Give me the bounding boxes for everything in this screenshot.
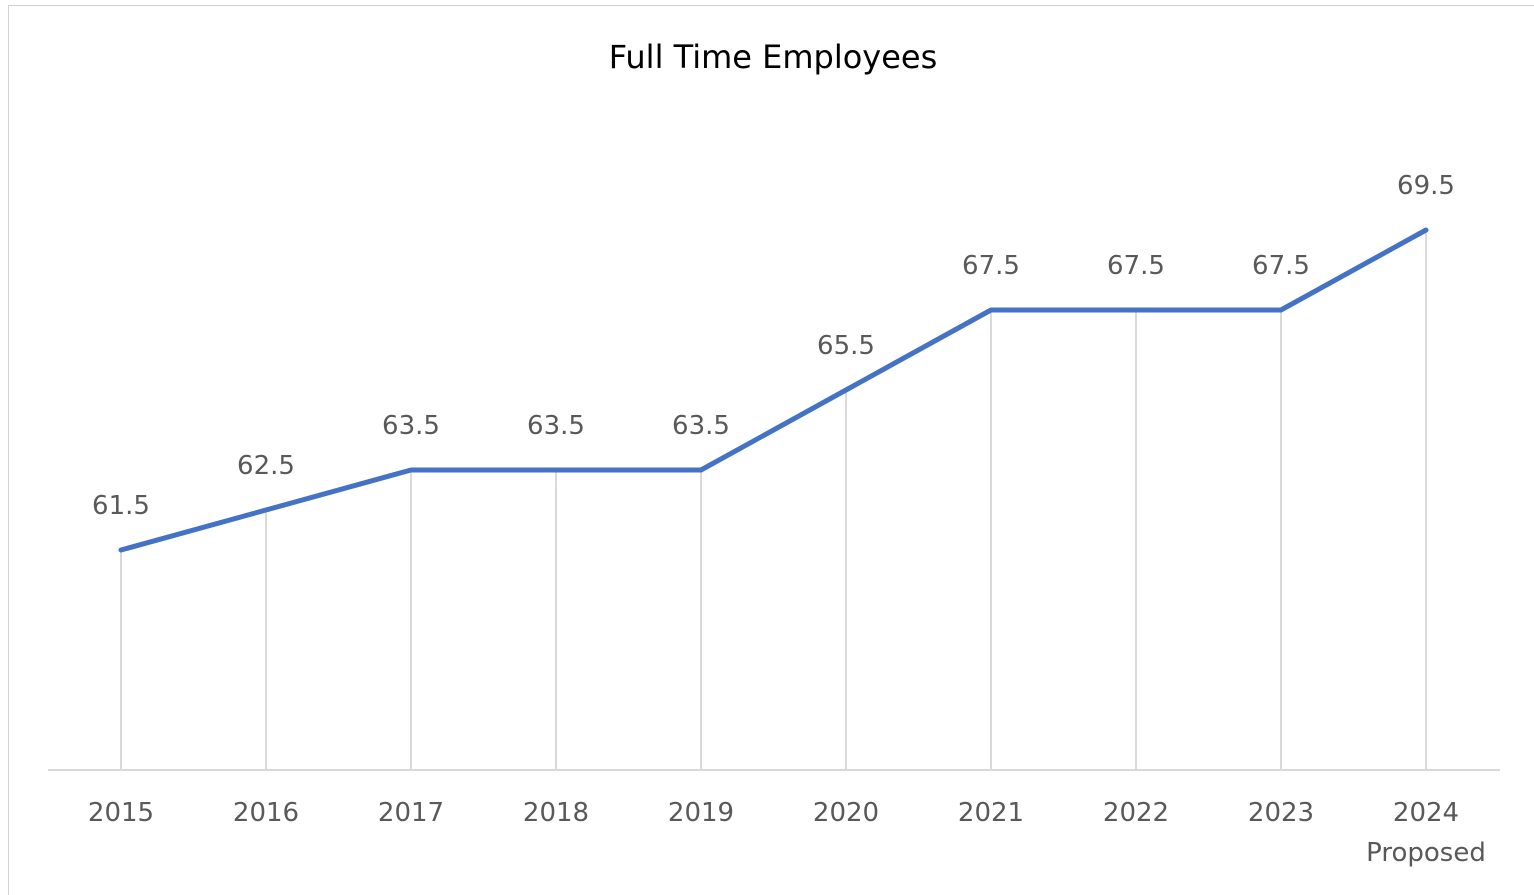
data-label: 63.5 bbox=[527, 411, 585, 441]
chart-title: Full Time Employees bbox=[608, 38, 938, 76]
x-tick-label: 2023 bbox=[1247, 798, 1315, 828]
x-tick-label: 2016 bbox=[232, 798, 300, 828]
data-label: 63.5 bbox=[672, 411, 730, 441]
data-label: 69.5 bbox=[1397, 171, 1455, 201]
data-label: 65.5 bbox=[817, 331, 875, 361]
x-tick-label: 2024 Proposed bbox=[1366, 798, 1486, 868]
line-series bbox=[118, 227, 1429, 553]
x-tick-label: 2022 bbox=[1102, 798, 1170, 828]
x-tick-label: 2017 bbox=[377, 798, 445, 828]
x-tick-label: 2021 bbox=[957, 798, 1025, 828]
data-label: 67.5 bbox=[962, 251, 1020, 281]
x-tick-label: 2020 bbox=[812, 798, 880, 828]
data-label: 61.5 bbox=[92, 491, 150, 521]
data-label: 62.5 bbox=[237, 451, 295, 481]
data-label: 63.5 bbox=[382, 411, 440, 441]
chart-frame bbox=[8, 5, 1534, 895]
data-label: 67.5 bbox=[1107, 251, 1165, 281]
x-tick-label: 2015 bbox=[87, 798, 155, 828]
data-label: 67.5 bbox=[1252, 251, 1310, 281]
x-tick-label: 2018 bbox=[522, 798, 590, 828]
x-tick-label: 2019 bbox=[667, 798, 735, 828]
